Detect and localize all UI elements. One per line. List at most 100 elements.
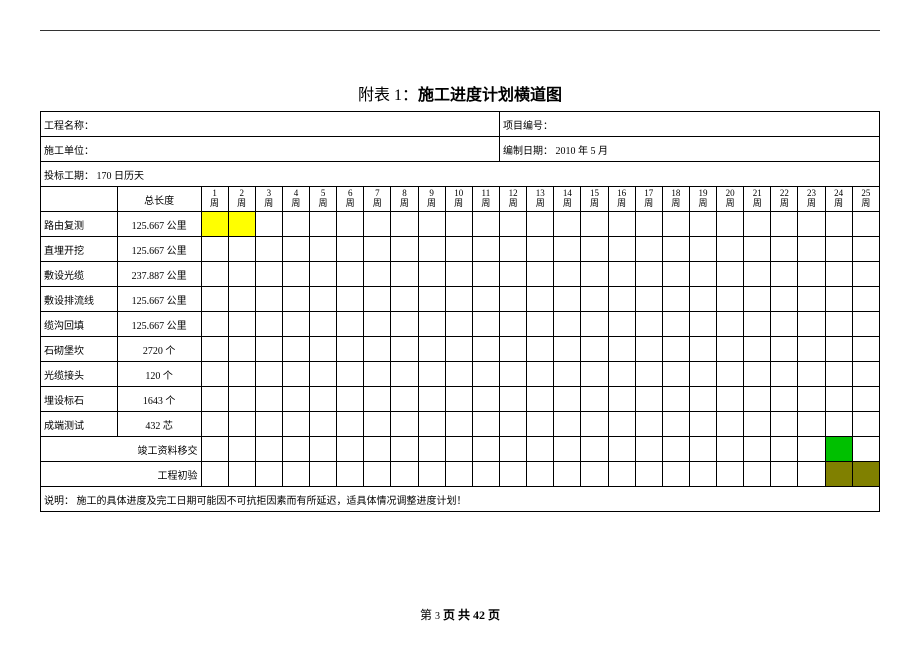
gantt-cell [228, 387, 255, 412]
footer-suffix: 页 [488, 608, 500, 622]
gantt-cell [201, 462, 228, 487]
gantt-cell [228, 337, 255, 362]
compile-date-value: 2010 年 5 月 [556, 146, 609, 157]
gantt-cell [852, 387, 879, 412]
gantt-cell [798, 237, 825, 262]
gantt-cell [635, 362, 662, 387]
row-length: 237.887 公里 [117, 262, 201, 287]
gantt-cell [825, 312, 852, 337]
gantt-cell [337, 437, 364, 462]
gantt-cell [391, 212, 418, 237]
gantt-cell [852, 337, 879, 362]
gantt-cell [608, 337, 635, 362]
gantt-cell [364, 262, 391, 287]
gantt-cell [445, 387, 472, 412]
gantt-cell [689, 337, 716, 362]
gantt-cell [500, 337, 527, 362]
gantt-cell [228, 362, 255, 387]
gantt-cell [554, 287, 581, 312]
gantt-cell [798, 362, 825, 387]
gantt-cell [608, 237, 635, 262]
header-row-3: 投标工期： 170 日历天 [41, 162, 880, 187]
gantt-cell [852, 462, 879, 487]
gantt-cell [581, 262, 608, 287]
gantt-cell [717, 312, 744, 337]
gantt-cell [445, 462, 472, 487]
gantt-cell [364, 237, 391, 262]
week-header-cell: 6周 [337, 187, 364, 212]
gantt-cell [852, 437, 879, 462]
gantt-cell [771, 362, 798, 387]
gantt-cell [472, 412, 499, 437]
gantt-cell [608, 312, 635, 337]
week-header-cell: 25周 [852, 187, 879, 212]
week-header-cell: 19周 [689, 187, 716, 212]
gantt-cell [310, 312, 337, 337]
table-row: 工程初验 [41, 462, 880, 487]
gantt-cell [418, 237, 445, 262]
gantt-cell [391, 287, 418, 312]
gantt-cell [771, 412, 798, 437]
gantt-cell [581, 312, 608, 337]
gantt-cell [635, 287, 662, 312]
gantt-cell [527, 312, 554, 337]
gantt-cell [201, 212, 228, 237]
row-length: 125.667 公里 [117, 212, 201, 237]
gantt-cell [554, 212, 581, 237]
gantt-cell [635, 412, 662, 437]
week-header-cell: 24周 [825, 187, 852, 212]
gantt-cell [852, 312, 879, 337]
gantt-cell [825, 362, 852, 387]
row-length: 125.667 公里 [117, 312, 201, 337]
gantt-cell [798, 212, 825, 237]
week-header-cell: 9周 [418, 187, 445, 212]
gantt-cell [255, 412, 282, 437]
gantt-cell [337, 287, 364, 312]
gantt-cell [581, 387, 608, 412]
gantt-cell [445, 287, 472, 312]
gantt-cell [581, 462, 608, 487]
gantt-cell [581, 412, 608, 437]
gantt-cell [689, 362, 716, 387]
gantt-cell [527, 362, 554, 387]
week-header-cell: 22周 [771, 187, 798, 212]
table-row: 光缆接头120 个 [41, 362, 880, 387]
week-header-cell: 17周 [635, 187, 662, 212]
gantt-cell [662, 462, 689, 487]
gantt-cell [554, 262, 581, 287]
gantt-cell [255, 462, 282, 487]
gantt-cell [527, 287, 554, 312]
gantt-cell [472, 337, 499, 362]
gantt-cell [228, 287, 255, 312]
gantt-cell [825, 437, 852, 462]
gantt-cell [608, 412, 635, 437]
row-name: 缆沟回填 [41, 312, 118, 337]
gantt-cell [391, 462, 418, 487]
gantt-cell [500, 387, 527, 412]
gantt-cell [418, 262, 445, 287]
gantt-cell [472, 387, 499, 412]
row-name: 直埋开挖 [41, 237, 118, 262]
gantt-cell [852, 262, 879, 287]
gantt-cell [282, 337, 309, 362]
gantt-cell [500, 312, 527, 337]
table-row: 埋设标石1643 个 [41, 387, 880, 412]
gantt-cell [364, 362, 391, 387]
gantt-cell [310, 437, 337, 462]
gantt-cell [282, 437, 309, 462]
gantt-cell [635, 237, 662, 262]
gantt-cell [472, 362, 499, 387]
gantt-cell [337, 462, 364, 487]
week-header-cell: 12周 [500, 187, 527, 212]
gantt-cell [527, 337, 554, 362]
gantt-cell [608, 262, 635, 287]
table-row: 路由复测125.667 公里 [41, 212, 880, 237]
gantt-cell [418, 437, 445, 462]
gantt-cell [201, 387, 228, 412]
gantt-cell [472, 462, 499, 487]
gantt-cell [825, 287, 852, 312]
gantt-cell [310, 237, 337, 262]
table-row: 敷设排流线125.667 公里 [41, 287, 880, 312]
gantt-cell [689, 237, 716, 262]
gantt-cell [201, 237, 228, 262]
